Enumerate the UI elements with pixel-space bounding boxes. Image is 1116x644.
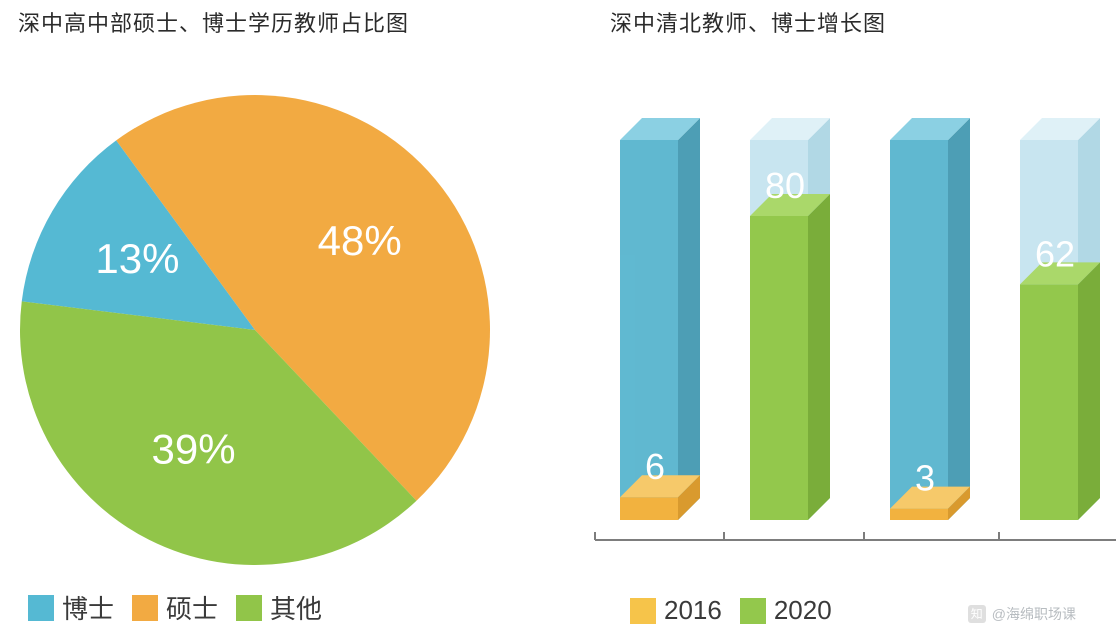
bar-chart: 6 80 3 62 xyxy=(560,50,1116,570)
zhihu-icon: 知 xyxy=(968,605,986,623)
bar-3 xyxy=(1020,262,1100,520)
bar-label-1: 80 xyxy=(765,165,805,206)
bar-label-3: 62 xyxy=(1035,233,1075,274)
swatch-doctor xyxy=(28,595,54,621)
pie-legend: 博士 硕士 其他 xyxy=(28,589,322,626)
legend-item-2016: 2016 xyxy=(630,595,722,626)
legend-item-doctor: 博士 xyxy=(28,589,114,626)
legend-label-doctor: 博士 xyxy=(62,589,114,626)
legend-label-other: 其他 xyxy=(270,589,322,626)
swatch-other xyxy=(236,595,262,621)
bar-label-0: 6 xyxy=(645,446,665,487)
swatch-2020 xyxy=(740,598,766,624)
bar-title: 深中清北教师、博士增长图 xyxy=(610,6,886,38)
pie-label-doctor: 13% xyxy=(95,235,179,282)
legend-item-2020: 2020 xyxy=(740,595,832,626)
pie-label-master: 48% xyxy=(318,217,402,264)
pie-label-other: 39% xyxy=(152,426,236,473)
watermark-text: @海绵职场课 xyxy=(992,604,1076,624)
pie-chart: 13% 48% 39% xyxy=(0,70,520,590)
swatch-2016 xyxy=(630,598,656,624)
pie-title: 深中高中部硕士、博士学历教师占比图 xyxy=(18,6,409,38)
legend-label-2016: 2016 xyxy=(664,595,722,626)
bar-legend: 2016 2020 xyxy=(630,595,832,626)
legend-label-2020: 2020 xyxy=(774,595,832,626)
legend-item-master: 硕士 xyxy=(132,589,218,626)
swatch-master xyxy=(132,595,158,621)
legend-item-other: 其他 xyxy=(236,589,322,626)
watermark: 知 @海绵职场课 xyxy=(968,604,1076,624)
bar-1 xyxy=(750,194,830,520)
legend-label-master: 硕士 xyxy=(166,589,218,626)
bar-label-2: 3 xyxy=(915,458,935,499)
